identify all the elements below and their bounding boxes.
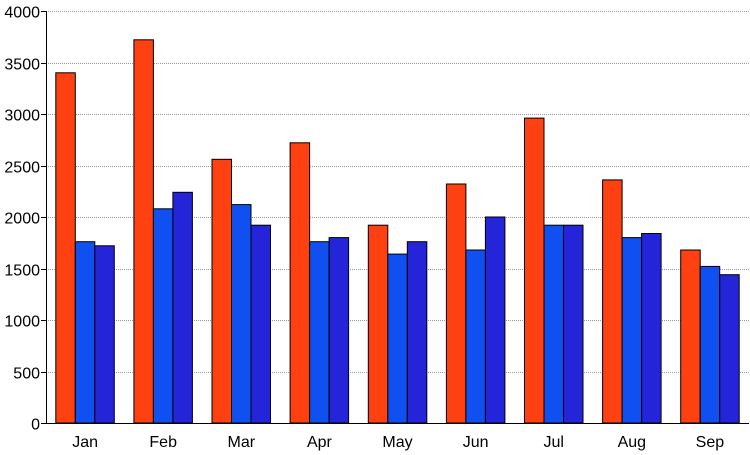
bar-aug-series-3 — [641, 233, 662, 424]
bars — [55, 39, 740, 424]
bar-sep-series-1 — [680, 249, 701, 424]
bar-jun-series-3 — [484, 216, 506, 424]
x-tick-label: Apr — [307, 434, 333, 451]
bar-jun-series-1 — [445, 183, 467, 424]
tick-labels: 0 500 1000 1500 2000 2500 3000 3500 4000 Jan Feb Ma… — [4, 5, 724, 452]
x-tick-label: Aug — [618, 434, 646, 451]
bar-jan-series-1 — [55, 72, 76, 424]
bar-mar-series-3 — [250, 224, 271, 424]
x-tick-label: Jul — [543, 434, 563, 451]
bar-mar-series-2 — [231, 204, 252, 424]
bar-apr-series-2 — [309, 241, 330, 424]
y-tick-label: 0 — [31, 417, 40, 434]
bar-jan-series-3 — [94, 245, 115, 424]
axes — [41, 11, 749, 424]
y-tick-label: 2000 — [4, 211, 40, 228]
bar-feb-series-3 — [172, 191, 193, 424]
x-tick-label: Feb — [149, 434, 177, 451]
bar-may-series-3 — [406, 241, 428, 424]
y-tick-label: 3500 — [4, 57, 40, 74]
bar-feb-series-1 — [133, 39, 154, 424]
x-tick-label: Jun — [463, 434, 489, 451]
bar-jul-series-1 — [524, 117, 545, 424]
x-tick-label: Jan — [72, 434, 98, 451]
bar-aug-series-1 — [602, 179, 623, 424]
bar-jul-series-2 — [543, 224, 564, 424]
y-tick-label: 500 — [13, 366, 40, 383]
bar-sep-series-2 — [699, 265, 721, 424]
bar-may-series-2 — [387, 253, 408, 424]
y-tick-label: 2500 — [4, 160, 40, 177]
bar-sep-series-3 — [719, 274, 740, 424]
bar-feb-series-2 — [152, 208, 174, 424]
y-tick-label: 1000 — [4, 314, 40, 331]
x-tick-label: May — [382, 434, 412, 451]
y-tick-label: 1500 — [4, 263, 40, 280]
bar-aug-series-2 — [621, 237, 643, 424]
bar-apr-series-1 — [289, 142, 311, 424]
bar-jun-series-2 — [465, 249, 486, 424]
bar-mar-series-1 — [211, 158, 232, 424]
x-tick-label: Mar — [228, 434, 256, 451]
bar-apr-series-3 — [328, 237, 350, 424]
bar-jul-series-3 — [563, 224, 584, 424]
bar-may-series-1 — [367, 224, 389, 424]
bar-jan-series-2 — [74, 241, 96, 424]
y-tick-label: 4000 — [4, 5, 40, 22]
y-tick-label: 3000 — [4, 108, 40, 125]
x-tick-label: Sep — [696, 434, 725, 451]
